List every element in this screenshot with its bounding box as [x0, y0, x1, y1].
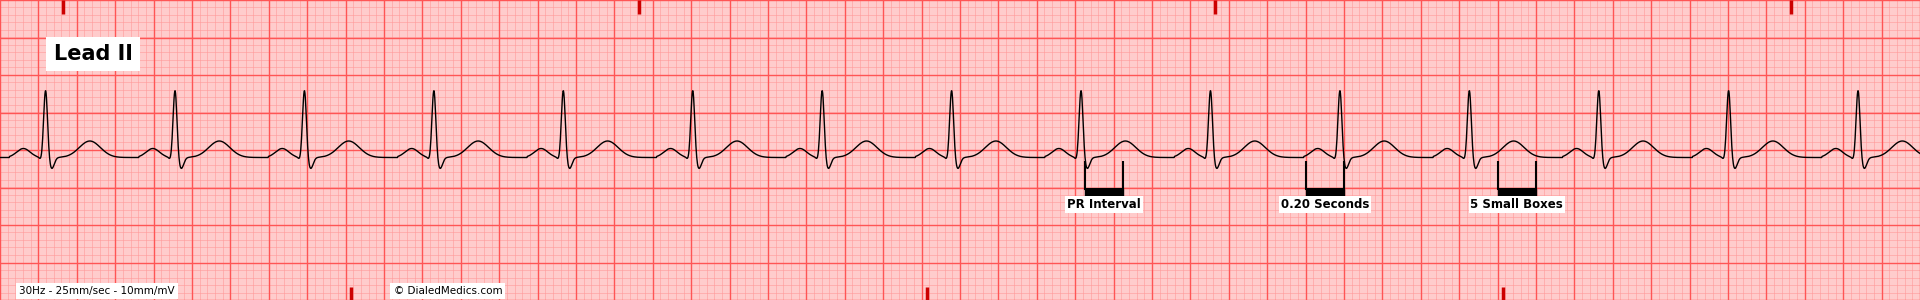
Bar	[1085, 189, 1123, 196]
Text: 30Hz - 25mm/sec - 10mm/mV: 30Hz - 25mm/sec - 10mm/mV	[19, 286, 175, 296]
Bar	[1498, 189, 1536, 196]
Text: © DialedMedics.com: © DialedMedics.com	[394, 286, 503, 296]
Text: 5 Small Boxes: 5 Small Boxes	[1471, 198, 1563, 211]
Text: Lead II: Lead II	[54, 44, 132, 64]
Bar	[1306, 189, 1344, 196]
Text: PR Interval: PR Interval	[1068, 198, 1140, 211]
Text: 0.20 Seconds: 0.20 Seconds	[1281, 198, 1369, 211]
